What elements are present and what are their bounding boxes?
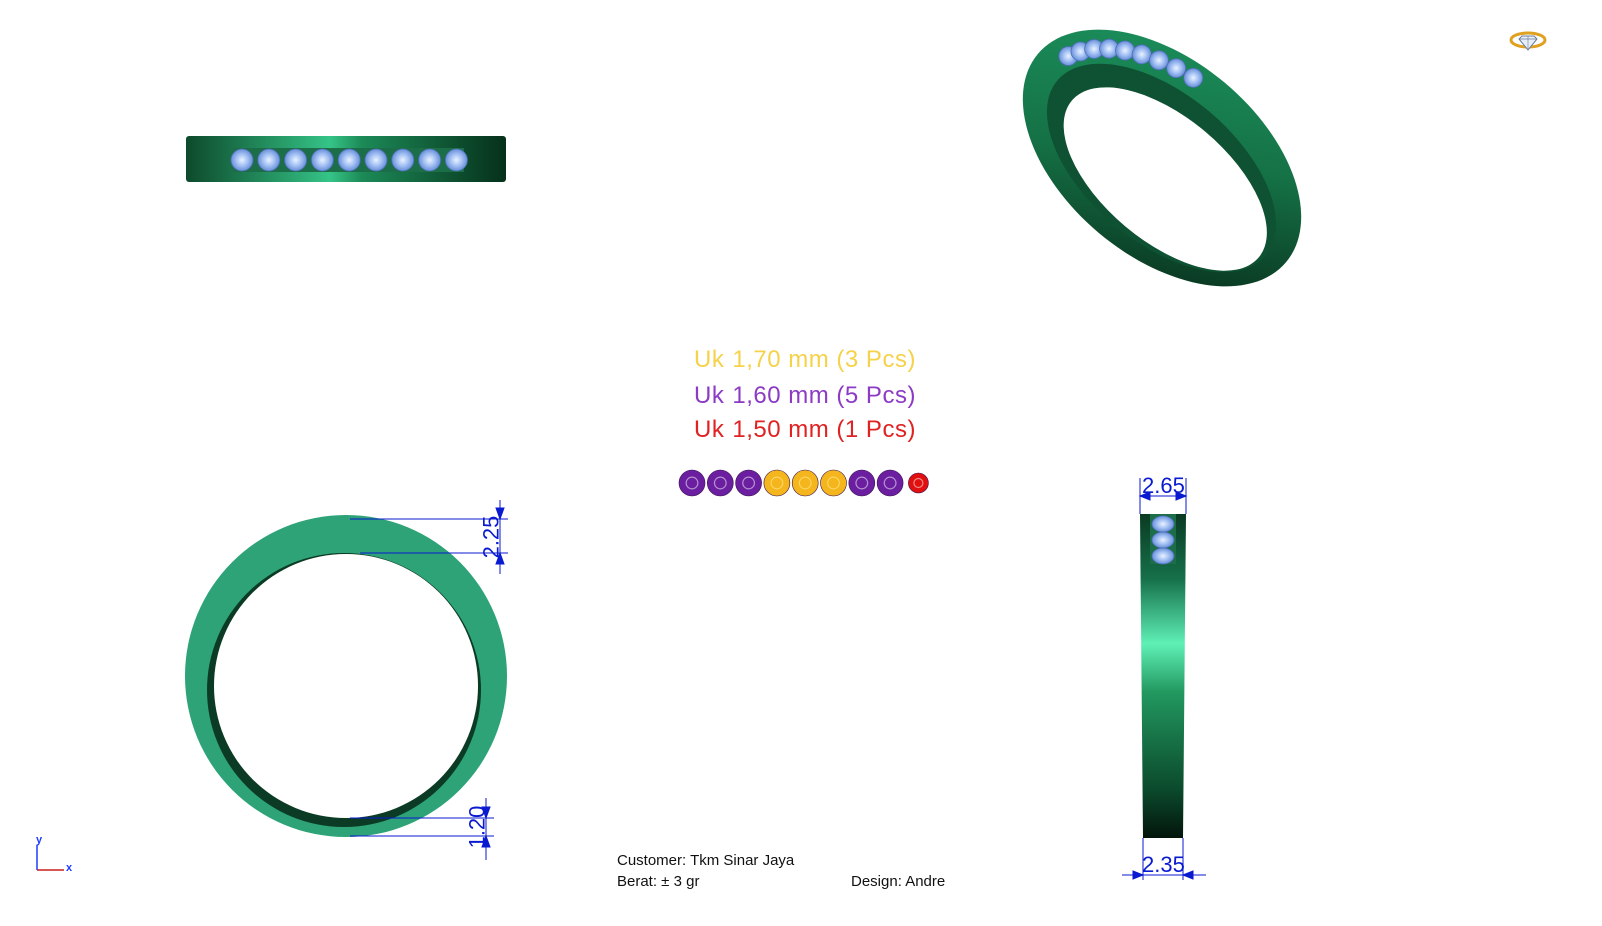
dim-label-side-bottom-width: 2.35 [1142,852,1185,877]
designer-info: Design: Andre [851,873,946,890]
dim-label-side-top-width: 2.65 [1142,473,1185,498]
legend-stone-purple [876,469,904,497]
top-view-stone [364,148,388,172]
top-view-stone [391,148,415,172]
persp-stone [1166,58,1187,79]
ring-perspective-view [1022,29,1302,287]
stone-spec-line: Uk 1,70 mm (3 Pcs) [0,346,1602,374]
dimension-side-top-width [1138,478,1188,514]
ring-front-view [185,515,507,837]
side-view-stones [1151,515,1175,565]
legend-stone-red [908,472,929,494]
legend-stone-yellow [820,469,847,497]
stone-spec-line: Uk 1,50 mm (1 Pcs) [0,416,1602,444]
dim-label-top-thickness: 2.25 [478,515,504,559]
top-view-stone [444,148,468,172]
side-view-stone [1151,547,1175,565]
top-view-stone [257,148,281,172]
customer-info: Customer: Tkm Sinar Jaya [617,852,795,869]
persp-stones [1058,38,1204,88]
legend-stone-purple [735,469,762,497]
spec-detail-label: 1,70 mm (3 Pcs) [732,346,916,373]
persp-stone [1183,67,1204,88]
legend-stone-purple [706,469,734,497]
diamond-ring-icon[interactable] [1509,31,1547,51]
top-view-stone [230,148,254,172]
top-view-stone [284,148,308,172]
dimension-side-bottom-width [1122,838,1206,880]
stone-legend-row [678,469,929,497]
legend-stone-yellow [763,469,791,497]
weight-info: Berat: ± 3 gr [617,873,700,890]
ring-front-hole [214,554,478,818]
spec-uk-label: Uk [694,382,725,409]
persp-stone [1148,50,1169,71]
legend-stone-purple [678,469,706,497]
dim-label-bottom-thickness: 1.20 [464,805,490,849]
top-view-stone [310,148,334,172]
ring-side-band [1140,514,1186,838]
stone-spec-line: Uk 1,60 mm (5 Pcs) [0,382,1602,410]
spec-detail-label: 1,60 mm (5 Pcs) [732,382,916,409]
persp-stone [1084,39,1104,59]
axis-indicator [36,845,64,871]
spec-uk-label: Uk [694,416,725,443]
top-view-stones [230,148,468,172]
top-view-stone [337,148,361,172]
legend-stone-purple [848,469,876,497]
ring-persp-hole [1063,87,1267,271]
legend-stone-yellow [791,469,819,497]
axis-y-label: y [36,834,43,846]
ring-top-view [186,136,506,182]
dimension-top-thickness [350,500,508,574]
spec-detail-label: 1,50 mm (1 Pcs) [732,416,916,443]
spec-uk-label: Uk [694,346,725,373]
top-view-stone [418,148,442,172]
side-view-stone [1151,515,1175,533]
axis-x-label: x [66,862,73,874]
ring-side-view [1140,514,1186,838]
dimension-bottom-thickness [350,798,494,860]
side-view-stone [1151,531,1175,549]
